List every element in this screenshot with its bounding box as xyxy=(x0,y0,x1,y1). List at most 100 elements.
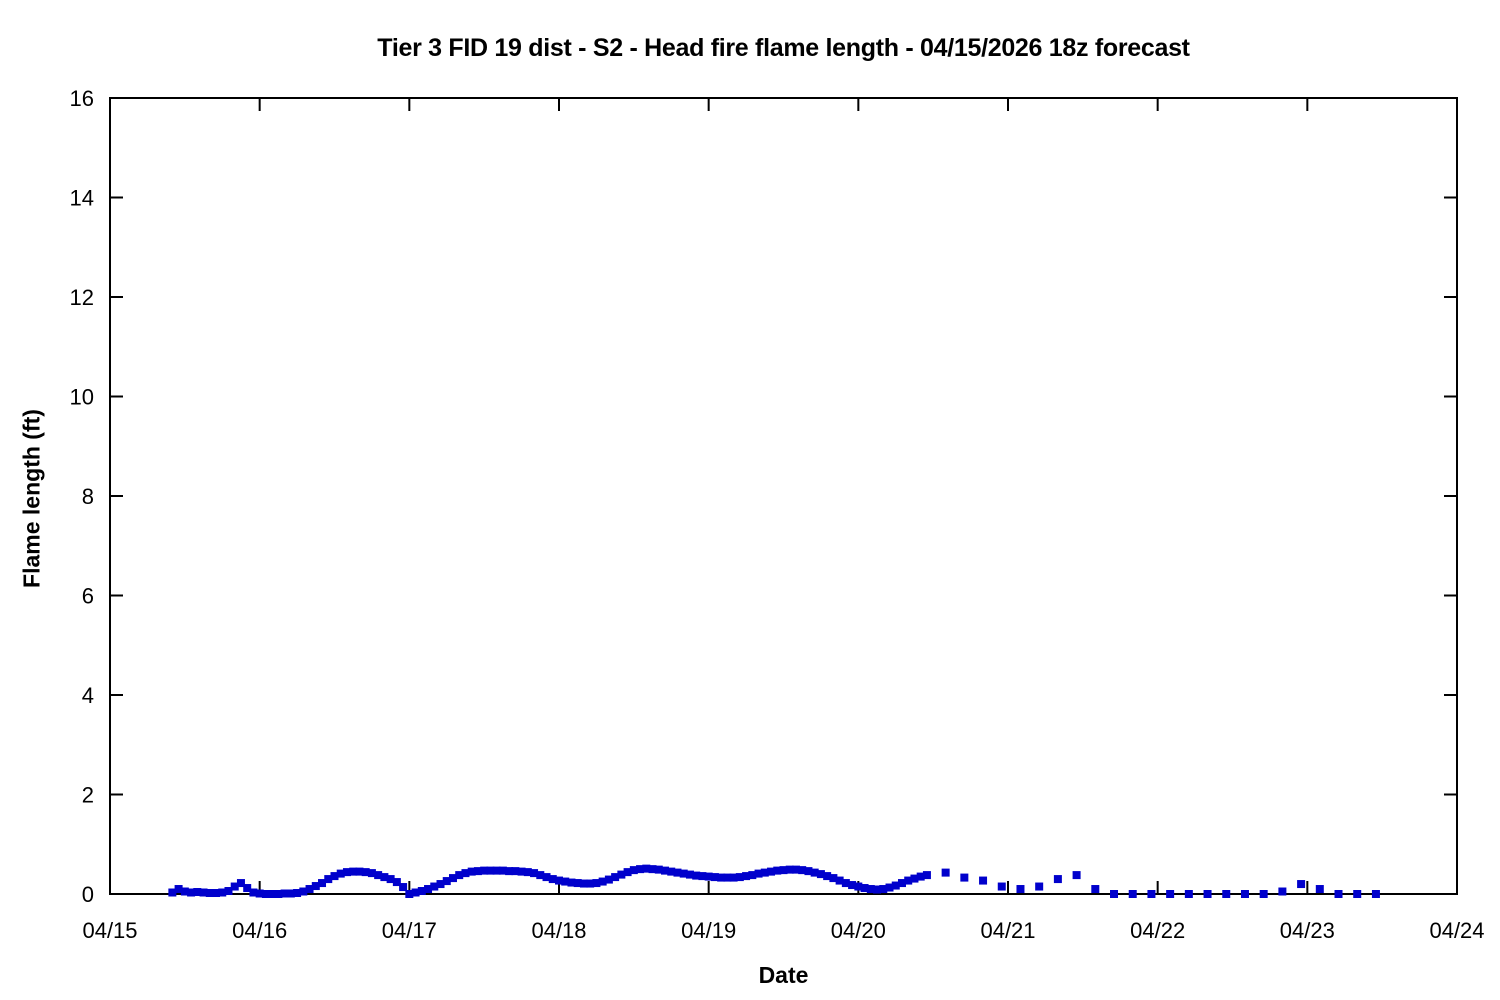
data-point xyxy=(729,873,738,882)
data-point xyxy=(710,873,719,882)
y-tick-label: 4 xyxy=(82,683,94,708)
data-point xyxy=(617,870,626,879)
data-point xyxy=(760,868,769,877)
data-point xyxy=(654,865,663,874)
data-point xyxy=(979,876,988,885)
x-tick-label: 04/15 xyxy=(82,918,137,943)
data-point xyxy=(598,877,607,886)
data-point xyxy=(417,887,426,896)
data-point xyxy=(873,885,882,894)
data-point xyxy=(1278,887,1287,896)
data-point xyxy=(436,880,445,889)
data-point xyxy=(854,882,863,891)
data-point xyxy=(636,865,645,874)
data-point xyxy=(405,890,414,898)
data-point xyxy=(611,873,620,882)
x-tick-label: 04/18 xyxy=(531,918,586,943)
data-point xyxy=(579,879,588,888)
data-point xyxy=(667,867,676,876)
x-tick-label: 04/24 xyxy=(1429,918,1484,943)
data-point xyxy=(542,873,551,882)
data-point xyxy=(1222,890,1231,898)
data-point xyxy=(430,882,439,891)
data-point xyxy=(1166,890,1175,898)
data-point xyxy=(1297,880,1306,889)
data-point xyxy=(1110,890,1119,898)
data-point xyxy=(286,889,295,898)
data-point xyxy=(823,872,832,881)
data-point xyxy=(467,867,476,876)
y-tick-label: 0 xyxy=(82,882,94,907)
data-point xyxy=(748,871,757,880)
data-point xyxy=(230,882,239,891)
data-point xyxy=(904,876,913,885)
data-point xyxy=(517,867,526,876)
data-point xyxy=(555,876,563,885)
data-point xyxy=(367,869,376,878)
data-point xyxy=(1184,890,1193,898)
data-point xyxy=(473,867,482,876)
data-point xyxy=(1072,871,1081,880)
data-point xyxy=(218,888,227,897)
data-point xyxy=(1353,890,1362,898)
data-point xyxy=(791,865,800,874)
data-point xyxy=(897,879,906,888)
data-point xyxy=(268,890,277,898)
data-point xyxy=(168,888,177,897)
data-point xyxy=(342,868,351,877)
data-point xyxy=(567,878,576,887)
data-point xyxy=(561,877,570,886)
data-point xyxy=(1091,885,1100,894)
data-point xyxy=(810,868,819,877)
data-point xyxy=(461,869,470,878)
data-point xyxy=(704,872,713,881)
data-point xyxy=(1053,875,1062,884)
data-point xyxy=(311,882,320,891)
data-point xyxy=(723,873,732,882)
data-point xyxy=(1147,890,1156,898)
x-tick-label: 04/17 xyxy=(382,918,437,943)
data-point xyxy=(1334,890,1343,898)
y-tick-label: 8 xyxy=(82,484,94,509)
data-point xyxy=(1128,890,1137,898)
data-point xyxy=(261,890,270,898)
chart-title: Tier 3 FID 19 dist - S2 - Head fire flam… xyxy=(377,34,1190,62)
data-point xyxy=(604,875,613,884)
data-point xyxy=(623,868,632,877)
data-point xyxy=(536,871,545,880)
data-point xyxy=(374,871,383,880)
data-point xyxy=(548,875,557,884)
data-point xyxy=(274,890,283,898)
data-point xyxy=(249,888,258,897)
data-point xyxy=(318,879,327,888)
data-point xyxy=(848,881,857,890)
data-point xyxy=(642,864,651,873)
data-point xyxy=(922,871,931,880)
data-point xyxy=(1315,885,1324,894)
data-point xyxy=(891,881,900,890)
data-point xyxy=(336,869,345,878)
data-point xyxy=(1035,882,1044,891)
y-tick-label: 10 xyxy=(70,385,94,410)
x-tick-label: 04/16 xyxy=(232,918,287,943)
y-tick-label: 6 xyxy=(82,584,94,609)
data-point xyxy=(835,876,844,885)
data-point xyxy=(392,878,401,887)
data-point xyxy=(997,882,1006,891)
data-point xyxy=(673,868,682,877)
data-point xyxy=(960,873,969,882)
data-point xyxy=(486,866,495,875)
x-axis-title: Date xyxy=(758,962,809,988)
data-point xyxy=(767,867,776,876)
data-point xyxy=(193,888,202,897)
data-point xyxy=(798,866,807,875)
data-point xyxy=(879,885,888,894)
data-point xyxy=(380,873,389,882)
data-point xyxy=(773,866,782,875)
data-point xyxy=(735,873,744,882)
data-point xyxy=(523,868,532,877)
data-point xyxy=(661,866,670,875)
data-point xyxy=(841,879,850,888)
data-point xyxy=(629,866,638,875)
